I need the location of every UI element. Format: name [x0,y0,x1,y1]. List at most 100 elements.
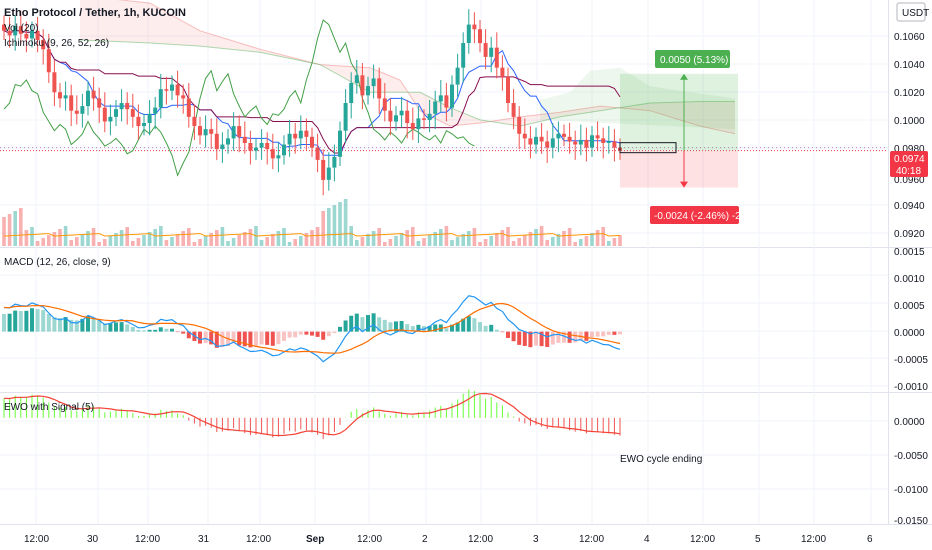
volume-bar [175,234,180,246]
ewo-axis[interactable]: 0.0000 -0.0050 -0.0100 -0.0150 [894,417,928,527]
candle-body [242,136,247,143]
volume-bar [371,231,376,246]
macd-histogram-bar [528,331,533,348]
volume-bar [478,242,482,246]
candle-body [382,98,387,111]
candle-body [511,103,516,117]
candle-body [433,101,438,114]
candle-body [91,90,96,99]
macd-histogram-bar [242,331,247,347]
stop-label[interactable]: -0.0024 (-2.46%) -24 [654,211,747,222]
symbol-title[interactable]: Etho Protocol / Tether, 1h, KUCOIN [4,7,186,19]
candle-body [153,107,158,114]
volume-bar [343,199,348,246]
macd-histogram-bar [405,324,410,332]
price-tick-label: 0.1000 [894,116,925,127]
candle-body [304,130,309,137]
volume-bar [131,241,135,246]
macd-histogram-bar [35,309,40,332]
macd-histogram-bar [13,310,18,332]
ewo-legend[interactable]: EWO with Signal (5) [4,402,94,413]
price-axis[interactable]: 0.1060 0.1040 0.1020 0.1000 0.0980 0.094… [890,2,929,240]
macd-histogram-bar [164,328,169,332]
ewo-pane[interactable] [3,389,621,440]
macd-histogram-bar [69,319,74,332]
macd-tick-label: 0.0005 [894,301,925,312]
macd-histogram-bar [248,331,253,348]
macd-histogram-bar [416,324,421,332]
volume-bar [2,217,6,246]
macd-histogram-bar [545,331,550,347]
macd-histogram-bar [478,322,482,332]
time-tick-label: 31 [198,534,210,545]
volume-bar [439,229,443,246]
volume-bar [332,205,337,246]
candle-body [450,84,454,108]
candle-body [186,98,191,117]
ewo-annotation[interactable]: EWO cycle ending [620,454,702,465]
macd-legend[interactable]: MACD (12, 26, close, 9) [4,257,111,268]
macd-pane[interactable] [2,295,622,363]
macd-histogram-bar [7,313,12,332]
macd-histogram-bar [517,331,522,345]
candle-body [494,47,499,68]
candle-body [231,126,236,139]
volume-bar [433,232,437,246]
target-label[interactable]: 0.0050 (5.13%) 50 [660,55,743,66]
volume-bar [467,231,471,246]
macd-histogram-bar [287,331,292,338]
candle-body [192,116,197,127]
candle-body [248,142,253,151]
volume-bar [534,229,538,246]
candle-body [528,138,533,145]
volume-bar [472,228,477,246]
target-arrow-head [680,73,688,80]
volume-bar [119,230,124,246]
candlestick-series[interactable] [2,9,622,196]
time-tick-label: 12:00 [24,534,49,545]
volume-bar [601,227,605,246]
candle-body [472,24,477,30]
long-position-tool[interactable] [619,73,738,188]
volume-bar [315,227,320,246]
time-axis[interactable]: 12:00 30 12:00 31 12:00 Sep 12:00 2 12:0… [24,534,873,545]
volume-bar [69,240,73,246]
candle-body [220,144,225,150]
currency-button[interactable] [896,2,926,22]
volume-bar [511,241,516,246]
volume-bar [394,236,398,246]
volume-bar [24,230,29,246]
ichimoku-legend[interactable]: Ichimoku (9, 26, 52, 26) [4,38,109,49]
macd-histogram-bar [511,331,516,342]
volume-bar [556,234,561,246]
macd-histogram-bar [466,316,471,332]
macd-histogram-bar [326,331,331,337]
volume-legend[interactable]: Vol (20) [4,23,38,34]
target-zone [620,73,738,151]
time-tick-label: 30 [87,534,99,545]
candle-body [584,139,589,148]
candle-body [125,103,130,110]
volume-bar [243,232,247,246]
candle-body [444,95,449,108]
candle-body [461,43,466,68]
macd-axis[interactable]: 0.0015 0.0010 0.0005 0.0000 -0.0005 -0.0… [894,247,928,393]
price-tick-label: 0.1040 [894,60,925,71]
candle-body [265,142,270,150]
macd-histogram-bar [382,319,387,332]
volume-bar [562,231,566,246]
candle-body [438,95,443,102]
candle-body [276,155,281,159]
volume-bar [551,237,555,246]
macd-histogram-bar [18,311,23,332]
candle-body [74,110,79,114]
macd-histogram-bar [30,308,34,332]
macd-histogram-bar [58,318,62,332]
candle-body [181,95,186,99]
volume-bar [495,233,499,246]
macd-histogram-bar [354,313,359,332]
candle-body [52,72,57,93]
candle-body [18,26,23,34]
candle-body [259,142,264,148]
